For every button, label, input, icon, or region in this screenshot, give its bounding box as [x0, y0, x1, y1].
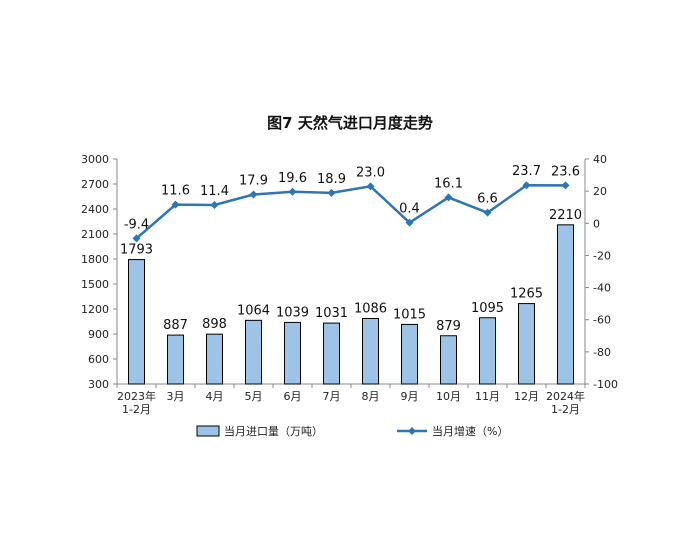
bar-value-label: 2210 — [549, 208, 582, 223]
legend-line-marker — [408, 427, 416, 435]
right-tick-label: -40 — [593, 282, 611, 295]
growth-point — [249, 190, 258, 199]
bar — [440, 335, 457, 385]
growth-point — [522, 181, 531, 190]
growth-value-label: 23.7 — [512, 164, 541, 179]
x-tick-label: 2024年 — [546, 389, 585, 403]
right-tick-label: 20 — [593, 185, 607, 198]
growth-value-label: 0.4 — [399, 202, 420, 217]
bar-value-label: 898 — [202, 317, 227, 332]
bar-value-label: 1265 — [510, 287, 543, 302]
growth-value-label: 16.1 — [434, 176, 463, 191]
left-tick-label: 1200 — [81, 303, 109, 316]
x-tick-label: 6月 — [284, 390, 302, 403]
bar — [128, 259, 145, 385]
right-tick-label: -80 — [593, 346, 611, 359]
bar-value-label: 1031 — [315, 306, 348, 321]
growth-value-label: 18.9 — [317, 172, 346, 187]
growth-value-label: 11.4 — [200, 184, 229, 199]
x-tick-label: 3月 — [167, 390, 185, 403]
left-tick-label: 2400 — [81, 203, 109, 216]
bar — [557, 224, 574, 385]
chart-title: 图7 天然气进口月度走势 — [267, 114, 433, 132]
left-tick-label: 300 — [88, 378, 109, 391]
x-tick-label: 1-2月 — [122, 403, 151, 416]
x-tick-label: 10月 — [436, 390, 461, 403]
legend-bar-swatch — [196, 425, 220, 437]
right-tick-label: 0 — [593, 217, 600, 230]
growth-point — [210, 200, 219, 209]
growth-value-label: 17.9 — [239, 174, 268, 189]
growth-point — [483, 208, 492, 217]
left-tick-label: 2100 — [81, 228, 109, 241]
growth-point — [171, 200, 180, 209]
x-tick-label: 7月 — [323, 390, 341, 403]
growth-value-label: 6.6 — [477, 192, 498, 207]
growth-point — [288, 187, 297, 196]
growth-point — [561, 181, 570, 190]
growth-value-label: 23.6 — [551, 164, 580, 179]
bar — [245, 319, 262, 385]
growth-value-label: 23.0 — [356, 165, 385, 180]
bar-value-label: 1015 — [393, 307, 426, 322]
growth-point — [132, 234, 141, 243]
bar-value-label: 879 — [436, 319, 461, 334]
bar — [479, 317, 496, 385]
growth-point — [327, 188, 336, 197]
right-tick-label: -100 — [593, 378, 618, 391]
bar — [206, 333, 223, 385]
legend-line-label: 当月增速（%） — [432, 424, 508, 438]
bar-value-label: 1039 — [276, 305, 309, 320]
x-tick-label: 11月 — [475, 390, 500, 403]
x-tick-label: 8月 — [362, 390, 380, 403]
growth-value-label: -9.4 — [124, 217, 149, 232]
bar — [362, 318, 379, 385]
bar-value-label: 1095 — [471, 301, 504, 316]
x-tick-label: 9月 — [401, 390, 419, 403]
left-tick-label: 900 — [88, 328, 109, 341]
bar — [167, 334, 184, 385]
right-tick-label: -60 — [593, 314, 611, 327]
legend-bar-label: 当月进口量（万吨） — [224, 424, 323, 438]
x-tick-label: 5月 — [245, 390, 263, 403]
left-tick-label: 1800 — [81, 253, 109, 266]
bar — [518, 303, 535, 385]
growth-value-label: 11.6 — [161, 184, 190, 199]
bar — [284, 321, 301, 385]
right-tick-label: -20 — [593, 249, 611, 262]
growth-point — [366, 182, 375, 191]
bar — [323, 322, 340, 385]
left-tick-label: 1500 — [81, 278, 109, 291]
x-tick-label: 12月 — [514, 390, 539, 403]
x-tick-label: 2023年 — [117, 389, 156, 403]
growth-line — [135, 183, 566, 240]
x-tick-label: 1-2月 — [551, 403, 580, 416]
left-tick-label: 600 — [88, 353, 109, 366]
left-tick-label: 2700 — [81, 178, 109, 191]
x-tick-label: 4月 — [206, 390, 224, 403]
bar — [401, 323, 418, 385]
bar-value-label: 1086 — [354, 302, 387, 317]
growth-value-label: 19.6 — [278, 171, 307, 186]
growth-point — [444, 193, 453, 202]
right-tick-label: 40 — [593, 153, 607, 166]
bar-value-label: 1793 — [120, 243, 153, 258]
bar-value-label: 887 — [163, 318, 188, 333]
left-tick-label: 3000 — [81, 153, 109, 166]
growth-point — [405, 218, 414, 227]
bar-value-label: 1064 — [237, 303, 270, 318]
